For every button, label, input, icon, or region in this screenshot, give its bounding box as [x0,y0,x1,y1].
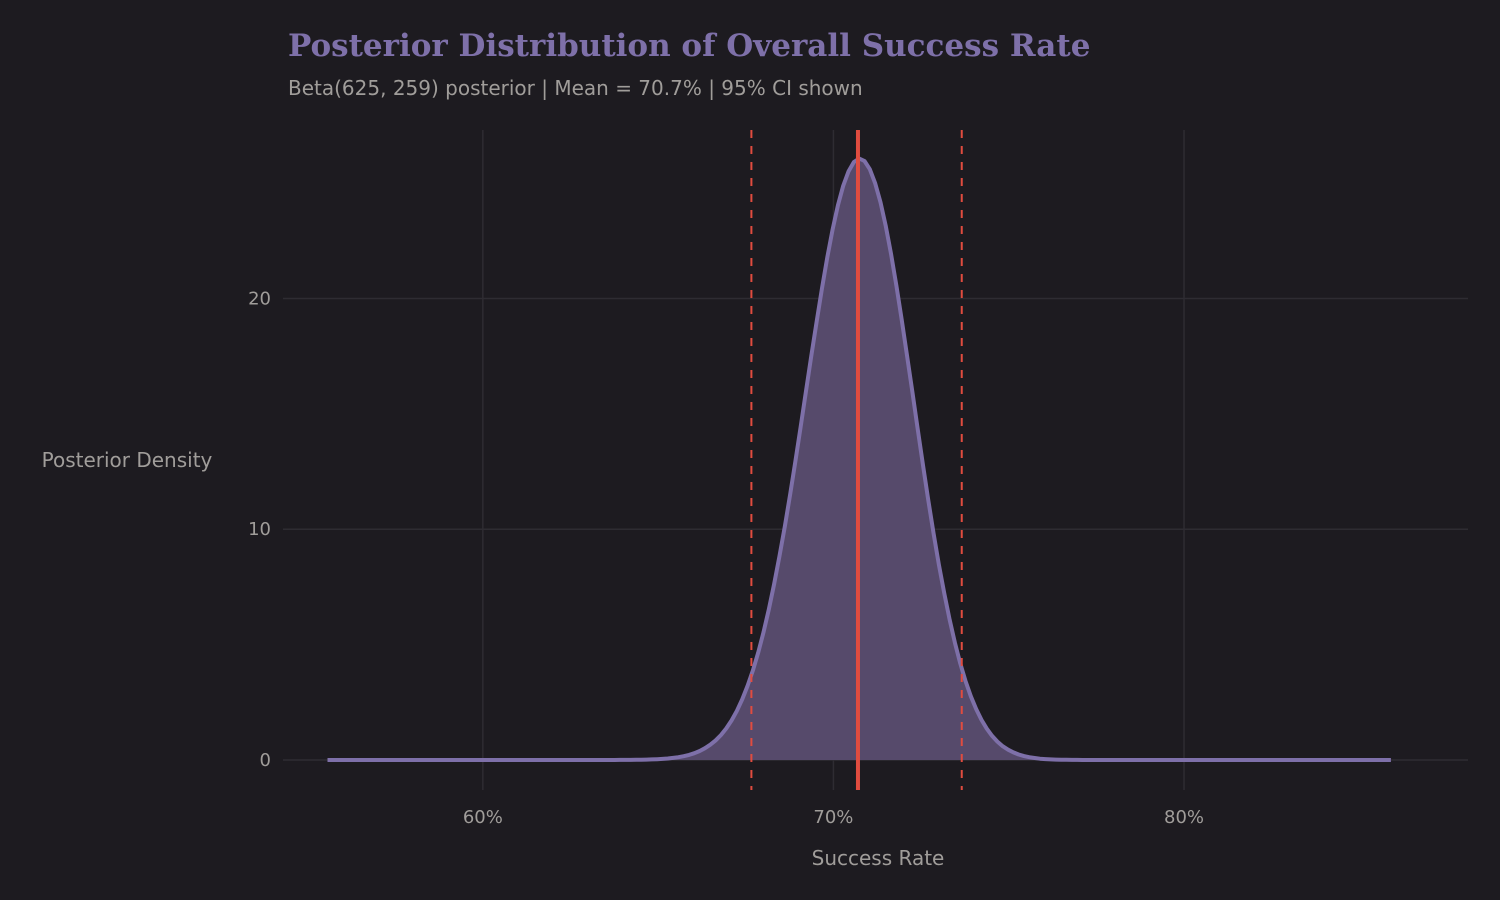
chart-title: Posterior Distribution of Overall Succes… [288,28,1091,64]
y-tick-label: 0 [260,750,271,771]
x-tick-label: 80% [1164,807,1204,828]
y-axis-label: Posterior Density [42,448,213,472]
y-tick-label: 20 [248,288,271,309]
x-axis-label: Success Rate [812,846,945,870]
x-tick-label: 60% [463,807,503,828]
chart-subtitle: Beta(625, 259) posterior | Mean = 70.7% … [288,76,863,100]
x-tick-label: 70% [813,807,853,828]
y-tick-label: 10 [248,519,271,540]
